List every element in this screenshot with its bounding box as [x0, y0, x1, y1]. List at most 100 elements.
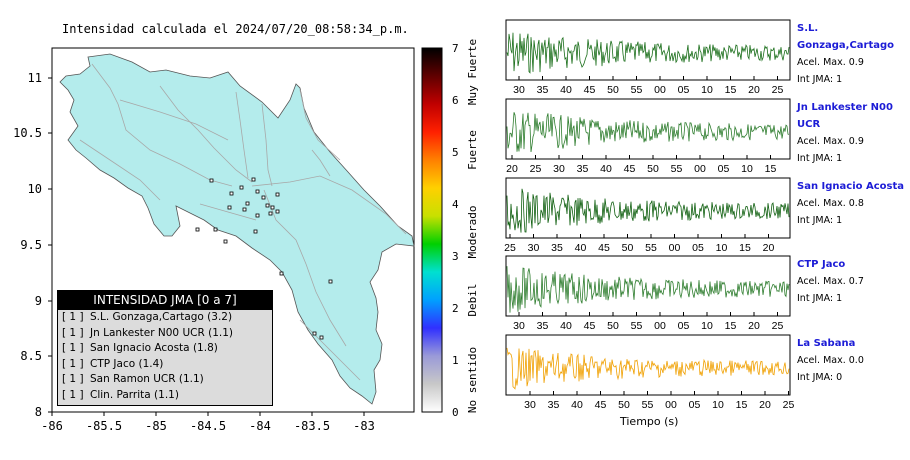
waveform-tick-label: 45 [584, 320, 596, 332]
map-y-tick: 9 [35, 294, 42, 308]
scale-label-no-sentido: No sentido [466, 347, 479, 413]
waveform-tick-label: 55 [631, 320, 643, 332]
waveform-tick-label: 15 [725, 320, 737, 332]
color-bar [421, 47, 443, 413]
scale-tick: 7 [452, 42, 459, 55]
waveform-tick-label: 10 [701, 320, 713, 332]
waveform-tick-label: 20 [763, 242, 775, 254]
map-x-tick: -85.5 [86, 419, 122, 433]
waveform-tick-label: 10 [741, 163, 753, 175]
waveform-tick-label: 45 [595, 399, 607, 411]
waveform-tick-label: 20 [748, 320, 760, 332]
scale-tick: 4 [452, 198, 459, 211]
waveform-tick-label: 10 [701, 84, 713, 96]
map-y-tick: 11 [28, 71, 42, 85]
waveform-tick-label: 30 [524, 399, 536, 411]
waveform-trace [506, 266, 790, 313]
map-x-tick: -84.5 [190, 419, 226, 433]
waveform-tick-label: 35 [537, 320, 549, 332]
legend-row: [ 1 ] Clin. Parrita (1.1) [62, 388, 179, 401]
waveform-tick-label: 35 [548, 399, 560, 411]
waveform-tick-label: 25 [530, 163, 542, 175]
map-y-tick: 9.5 [20, 238, 42, 252]
road-network [79, 63, 407, 381]
waveform-trace [506, 188, 790, 233]
waveform-tick-label: 25 [504, 242, 516, 254]
scale-label-muy-fuerte: Muy Fuerte [466, 39, 479, 105]
waveform-tick-label: 25 [772, 320, 784, 332]
waveform-trace [506, 32, 790, 74]
waveform-tick-label: 05 [678, 84, 690, 96]
waveform-tick-label: 20 [506, 163, 518, 175]
waveform-panel-frame [505, 334, 791, 396]
waveform-tick-label: 35 [577, 163, 589, 175]
waveform-tick-label: 00 [654, 84, 666, 96]
map-x-tick: -85 [145, 419, 167, 433]
waveform-tick-label: 30 [528, 242, 540, 254]
station-info-jaco: CTP Jaco Acel. Max. 0.7 Int JMA: 1 [797, 259, 864, 304]
map-y-tick: 8.5 [20, 349, 42, 363]
waveform-tick-label: 30 [553, 163, 565, 175]
map-x-tick: -83.5 [294, 419, 330, 433]
station-info-acosta: San Ignacio Acosta Acel. Max. 0.8 Int JM… [797, 181, 905, 226]
scale-tick: 3 [452, 250, 459, 263]
waveform-tick-label: 30 [513, 84, 525, 96]
map-y-tick: 8 [35, 405, 42, 419]
scale-tick: 1 [452, 354, 459, 367]
waveform-tick-label: 15 [725, 84, 737, 96]
waveform-panel-frame [505, 255, 791, 317]
waveform-tick-label: 45 [598, 242, 610, 254]
waveform-tick-label: 05 [689, 399, 701, 411]
map-x-tick: -84 [249, 419, 271, 433]
waveform-tick-label: 15 [765, 163, 777, 175]
waveform-tick-label: 40 [575, 242, 587, 254]
station-info-sabana: La Sabana Acel. Max. 0.0 Int JMA: 0 [797, 338, 864, 383]
waveform-tick-label: 45 [584, 84, 596, 96]
waveform-tick-label: 05 [678, 320, 690, 332]
waveform-trace [506, 112, 790, 153]
waveform-tick-label: 50 [618, 399, 630, 411]
waveform-panel-frame [505, 98, 791, 160]
scale-label-fuerte: Fuerte [466, 130, 479, 170]
waveform-tick-label: 55 [671, 163, 683, 175]
scale-tick: 0 [452, 406, 459, 419]
waveform-tick-label: 50 [647, 163, 659, 175]
map-x-tick: -86 [41, 419, 63, 433]
waveform-tick-label: 25 [772, 84, 784, 96]
legend-header: INTENSIDAD JMA [0 a 7] [58, 291, 272, 310]
waveform-tick-label: 55 [645, 242, 657, 254]
waveform-tick-label: 50 [622, 242, 634, 254]
waveform-panel-frame [505, 177, 791, 239]
costa-rica-landmass [59, 53, 415, 405]
waveform-tick-label: 00 [694, 163, 706, 175]
waveform-tick-label: 35 [551, 242, 563, 254]
scale-tick: 5 [452, 146, 459, 159]
waveform-tick-label: 50 [607, 84, 619, 96]
waveform-tick-label: 15 [739, 242, 751, 254]
legend-row: [ 1 ] CTP Jaco (1.4) [62, 357, 164, 370]
station-info-gonzaga: S.L. Gonzaga,Cartago Acel. Max. 0.9 Int … [797, 23, 895, 85]
scale-tick: 6 [452, 94, 459, 107]
waveform-tick-label: 45 [624, 163, 636, 175]
waveform-tick-label: 05 [692, 242, 704, 254]
legend-row: [ 1 ] S.L. Gonzaga,Cartago (3.2) [62, 311, 233, 323]
legend-row: [ 1 ] San Ignacio Acosta (1.8) [62, 342, 218, 354]
waveform-tick-label: 05 [718, 163, 730, 175]
legend-row: [ 1 ] San Ramon UCR (1.1) [62, 373, 204, 385]
waveform-tick-label: 55 [642, 399, 654, 411]
map-y-ticks: 11 10.5 10 9.5 9 8.5 8 [13, 71, 52, 419]
map-x-ticks: -86 -85.5 -85 -84.5 -84 -83.5 -83 [41, 412, 375, 433]
scale-label-debil: Debil [466, 283, 479, 316]
waveform-trace [506, 347, 790, 390]
waveform-tick-label: 40 [571, 399, 583, 411]
scale-label-moderado: Moderado [466, 206, 479, 259]
station-markers [195, 177, 333, 340]
map-y-tick: 10 [28, 182, 42, 196]
map-title: Intensidad calculada el 2024/07/20_08:58… [62, 22, 409, 36]
waveform-tick-label: 10 [712, 399, 724, 411]
waveform-tick-label: 35 [537, 84, 549, 96]
waveform-tick-label: 50 [607, 320, 619, 332]
waveform-tick-label: 55 [631, 84, 643, 96]
